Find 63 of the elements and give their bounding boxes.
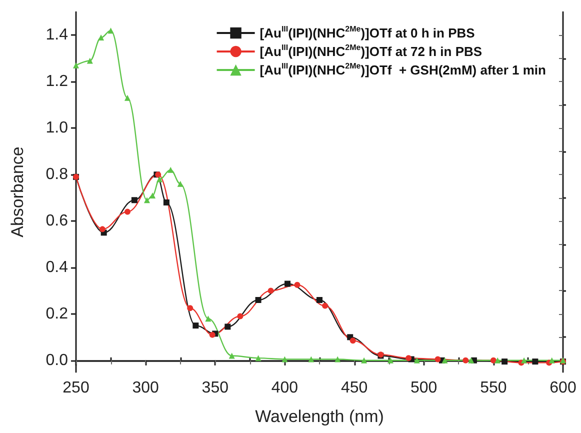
point [322,302,328,309]
x-tick-label: 600 [550,380,576,396]
x-tick-label: 250 [62,380,90,396]
point [521,357,528,364]
point [108,28,114,34]
point [228,352,235,359]
y-tick-label: 1.0 [46,120,68,137]
point [99,226,106,232]
point [442,357,448,364]
point [294,282,300,288]
point [468,357,474,364]
point [406,355,412,362]
point [98,34,104,41]
point [548,357,555,364]
point [387,357,394,364]
point [414,357,420,364]
x-tick-label: 300 [132,380,160,396]
x-tick-label: 500 [410,380,438,396]
point [187,305,194,312]
y-axis-title: Absorbance [8,146,27,238]
point [209,332,216,338]
point [282,356,288,362]
point [532,358,538,365]
point [255,297,262,303]
point [268,288,274,294]
y-tick-label: 1.2 [46,73,68,90]
point [150,192,156,198]
point [144,197,150,204]
y-tick-label: 1.4 [46,26,68,44]
point [308,356,314,362]
point [124,94,130,101]
point [224,324,231,330]
point [124,208,130,215]
point [205,316,212,322]
y-tick-label: 0.8 [46,166,68,184]
point [316,297,322,303]
point [163,199,170,206]
x-tick-label: 550 [480,380,507,396]
y-tick-label: 0.2 [46,305,68,322]
point [131,197,138,204]
x-axis-title: Wavelength (nm) [255,407,384,426]
point [156,176,162,182]
point [494,357,501,364]
point [237,313,244,320]
point [192,322,199,329]
point [255,355,262,362]
point [73,62,79,68]
point [434,356,441,362]
point [177,180,184,187]
x-tick-label: 350 [202,380,229,396]
y-tick-label: 0.4 [46,258,68,276]
point [284,280,290,287]
point [490,357,496,364]
x-tick-label: 450 [340,380,368,396]
point [334,356,341,362]
point [502,358,508,365]
y-tick-label: 0.6 [46,212,68,230]
point [462,357,469,364]
point [350,338,356,344]
y-tick-label: 0.0 [46,352,68,369]
point [86,58,93,64]
x-tick-label: 400 [271,380,298,396]
point [361,357,368,364]
